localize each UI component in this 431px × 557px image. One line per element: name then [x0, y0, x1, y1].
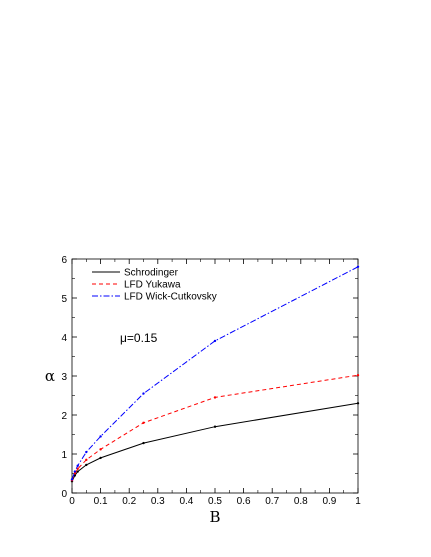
- x-tick-label: 0.4: [179, 496, 193, 507]
- series-line-schrodinger: [71, 402, 359, 482]
- data-point-lfd-wick-cutkovsky: [85, 450, 88, 454]
- x-tick-label: 0.5: [208, 496, 222, 507]
- legend-label-schrodinger: Schrodinger: [124, 268, 179, 279]
- data-point-lfd-yukawa: [142, 421, 145, 424]
- data-point-lfd-wick-cutkovsky: [73, 470, 77, 473]
- x-axis-ticks: 0 0.1 0.2 0.3 0.4 0.5 0.6 0.7 0.8 0.9 1: [69, 259, 361, 507]
- y-tick-label: 5: [61, 294, 67, 305]
- x-tick-label: 1: [355, 496, 361, 507]
- data-point-schrodinger: [85, 463, 88, 467]
- y-tick-label: 0: [61, 489, 67, 500]
- data-point-lfd-wick-cutkovsky: [213, 339, 217, 343]
- y-tick-label: 2: [61, 411, 67, 422]
- data-point-lfd-yukawa: [99, 448, 102, 451]
- data-point-lfd-wick-cutkovsky: [70, 478, 74, 481]
- y-tick-label: 1: [61, 450, 67, 461]
- x-tick-label: 0.6: [237, 496, 251, 507]
- x-tick-label: 0.7: [265, 496, 279, 507]
- data-point-schrodinger: [99, 456, 102, 460]
- data-point-schrodinger: [356, 402, 360, 405]
- y-tick-label: 6: [61, 255, 67, 266]
- legend-label-lfd-wick-cutkovsky: LFD Wick-Cutkovsky: [124, 292, 217, 303]
- data-point-lfd-wick-cutkovsky: [356, 265, 360, 268]
- x-tick-label: 0.9: [322, 496, 336, 507]
- x-axis-label: B: [209, 508, 220, 526]
- data-point-schrodinger: [142, 441, 145, 445]
- series-layer: [70, 265, 360, 483]
- y-axis-label: α: [45, 367, 55, 385]
- x-tick-label: 0: [69, 496, 75, 507]
- x-tick-label: 0.3: [151, 496, 165, 507]
- data-point-schrodinger: [213, 425, 217, 428]
- x-tick-label: 0.2: [122, 496, 136, 507]
- data-point-lfd-wick-cutkovsky: [76, 464, 79, 467]
- data-point-schrodinger: [76, 470, 79, 473]
- y-tick-label: 4: [61, 333, 67, 344]
- x-tick-label: 0.1: [94, 496, 108, 507]
- legend-label-lfd-yukawa: LFD Yukawa: [124, 280, 181, 291]
- y-axis-ticks: 0 1 2 3 4 5 6: [61, 255, 358, 500]
- data-point-lfd-yukawa: [85, 458, 88, 462]
- mu-annotation: μ=0.15: [120, 331, 158, 345]
- data-point-lfd-wick-cutkovsky: [142, 392, 145, 395]
- data-point-lfd-wick-cutkovsky: [99, 435, 102, 438]
- data-point-lfd-yukawa: [213, 396, 217, 399]
- x-tick-label: 0.8: [294, 496, 308, 507]
- data-point-lfd-yukawa: [356, 374, 360, 377]
- y-tick-label: 3: [61, 372, 67, 383]
- data-point-schrodinger: [73, 474, 77, 477]
- data-point-lfd-yukawa: [76, 467, 79, 471]
